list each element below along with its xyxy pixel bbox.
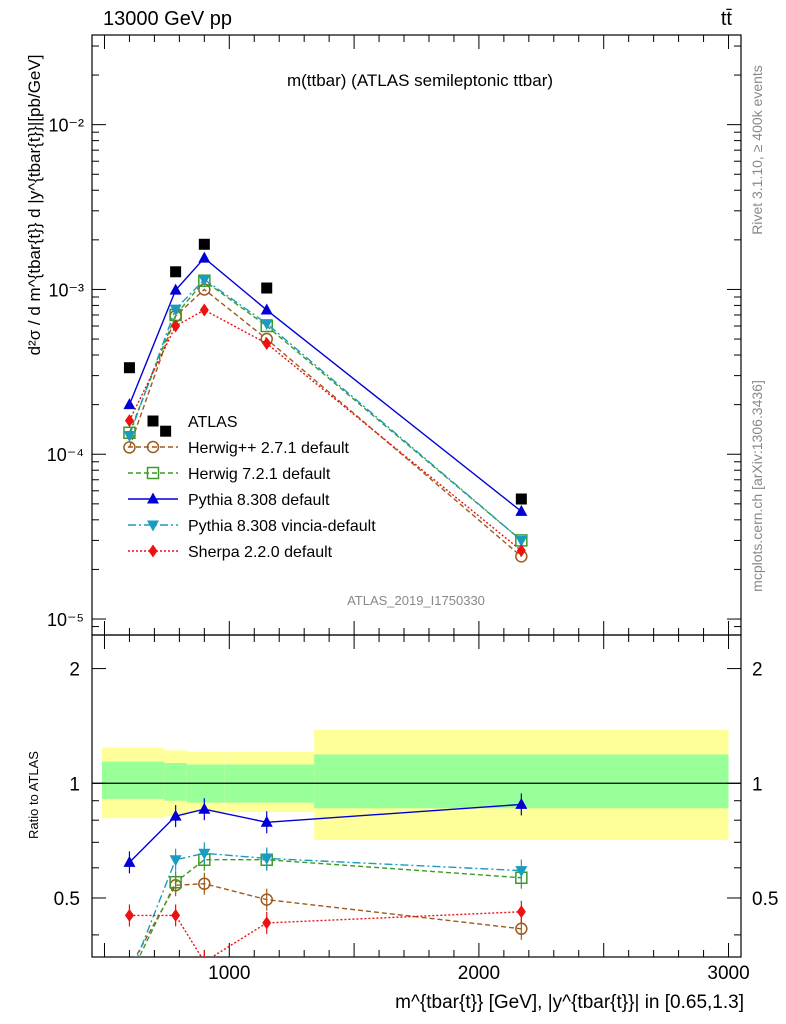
ratio-point-sherpa-2-2-0-default	[124, 908, 134, 922]
series-point-pythia-8-308-default	[123, 398, 136, 410]
x-tick-label: 2000	[458, 963, 500, 984]
legend-marker-sherpa-2-2-0-default	[148, 544, 158, 558]
series-point-pythia-8-308-default	[198, 251, 211, 263]
tick-labels: 1000 2000 3000 10⁻⁵ 10⁻⁴ 10⁻³ 10⁻² 0.5 0.5 1 1 2 2	[47, 116, 779, 984]
ratio-point-pythia-8-308-default	[198, 802, 211, 814]
series-point-pythia-8-308-vincia-default	[515, 535, 528, 547]
ratio-point-pythia-8-308-default	[123, 855, 136, 867]
series-point-pythia-8-308-default	[260, 303, 273, 315]
ratio-y-tick-label: 0.5	[54, 889, 80, 910]
main-y-tick-label: 10⁻²	[48, 116, 84, 136]
ratio-point-pythia-8-308-default	[515, 797, 528, 809]
ratio-point-pythia-8-308-default	[260, 815, 273, 827]
ratio-point-herwig-7-2-1-default	[124, 972, 135, 983]
legend-label-pythia-8-308-default: Pythia 8.308 default	[188, 492, 330, 509]
ratio-point-pythia-8-308-vincia-default	[169, 855, 182, 867]
main-y-axis-label: d²σ / d m^{tbar{t}} d |y^{tbar{t}}|[pb/G…	[25, 55, 44, 356]
ratio-point-pythia-8-308-vincia-default	[198, 848, 211, 860]
ratio-y-tick-label-right: 0.5	[752, 889, 778, 910]
data-point	[261, 282, 273, 294]
analysis-id: ATLAS_2019_I1750330	[347, 593, 485, 608]
series-point-pythia-8-308-vincia-default	[169, 304, 182, 316]
series-point-pythia-8-308-default	[515, 504, 528, 516]
legend-marker-atlas	[147, 415, 159, 427]
series-point-pythia-8-308-default	[169, 283, 182, 295]
series-point-sherpa-2-2-0-default	[171, 319, 181, 333]
ratio-point-sherpa-2-2-0-default	[262, 916, 272, 930]
plot-title: m(ttbar) (ATLAS semileptonic ttbar)	[287, 71, 553, 90]
data-point	[515, 493, 527, 505]
main-y-tick-label: 10⁻³	[48, 280, 84, 300]
legend-marker-pythia-8-308-vincia-default	[147, 520, 159, 532]
ratio-y-tick-label: 2	[69, 660, 80, 681]
ratio-point-sherpa-2-2-0-default	[171, 908, 181, 922]
ratio-band-inner	[101, 761, 165, 799]
ratio-point-pythia-8-308-vincia-default	[515, 866, 528, 878]
series-point-sherpa-2-2-0-default	[199, 303, 209, 317]
ratio-panel-frame	[91, 634, 742, 958]
data-point	[170, 266, 182, 278]
ratio-y-tick-label-right: 1	[752, 774, 763, 795]
legend-label-sherpa-2-2-0-default: Sherpa 2.2.0 default	[188, 544, 333, 561]
legend-marker-herwig-2-7-1-default	[146, 440, 160, 454]
axis-ticks	[92, 35, 741, 957]
ratio-uncertainty-bands	[92, 729, 741, 840]
ratio-point-pythia-8-308-vincia-default	[123, 973, 135, 984]
data-point	[160, 425, 172, 437]
ratio-y-axis-label: Ratio to ATLAS	[26, 751, 41, 839]
ratio-point-herwig-2-7-1-default	[198, 877, 211, 890]
ratio-point-herwig-2-7-1-default	[515, 922, 528, 936]
x-tick-label: 1000	[208, 963, 250, 984]
ratio-series-sherpa-2-2-0-default	[124, 900, 526, 957]
ratio-point-herwig-2-7-1-default	[124, 963, 135, 974]
ratio-point-pythia-8-308-default	[169, 809, 182, 821]
ratio-y-tick-label-right: 2	[752, 660, 763, 681]
ratio-point-pythia-8-308-vincia-default	[260, 853, 273, 865]
data-point	[123, 362, 135, 374]
main-y-tick-label: 10⁻⁵	[47, 610, 84, 630]
series-point-sherpa-2-2-0-default	[516, 544, 526, 558]
data-point	[198, 238, 210, 250]
ratio-point-sherpa-2-2-0-default	[203, 955, 206, 957]
legend: ATLAS Herwig++ 2.7.1 default Herwig 7.2.1 …	[128, 414, 376, 561]
ratio-y-tick-label: 1	[69, 774, 80, 795]
ratio-series-pythia-8-308-vincia-default	[123, 842, 528, 984]
ratio-line-herwig-2-7-1-default	[134, 883, 522, 957]
legend-label-herwig-7-2-1-default: Herwig 7.2.1 default	[188, 466, 331, 483]
ratio-series-pythia-8-308-default	[123, 793, 528, 874]
series-point-sherpa-2-2-0-default	[262, 336, 272, 350]
series-point-pythia-8-308-vincia-default	[198, 274, 211, 286]
ratio-series-layer	[123, 793, 528, 984]
series-point-sherpa-2-2-0-default	[124, 414, 134, 428]
ratio-point-herwig-7-2-1-default	[169, 875, 182, 889]
legend-marker-pythia-8-308-default	[147, 492, 159, 504]
legend-marker-herwig-7-2-1-default	[146, 466, 160, 480]
energy-label: 13000 GeV pp	[103, 8, 232, 30]
x-tick-label: 3000	[707, 963, 749, 984]
ratio-band-inner	[164, 763, 187, 801]
series-point-pythia-8-308-vincia-default	[123, 430, 136, 442]
x-axis-label: m^{tbar{t}} [GeV], |y^{tbar{t}}| in [0.6…	[395, 992, 744, 1013]
main-series-layer	[123, 238, 528, 563]
main-y-tick-label: 10⁻⁴	[47, 445, 84, 465]
series-point-pythia-8-308-vincia-default	[260, 319, 273, 331]
ratio-line-herwig-7-2-1-default	[138, 859, 522, 957]
process-label: tt̄	[721, 8, 733, 30]
ratio-point-sherpa-2-2-0-default	[516, 905, 526, 919]
rivet-label: Rivet 3.1.10, ≥ 400k events	[749, 65, 765, 235]
legend-label-atlas: ATLAS	[188, 414, 238, 431]
series-line-herwig-2-7-1-default	[128, 288, 522, 557]
legend-label-herwig-2-7-1-default: Herwig++ 2.7.1 default	[188, 440, 350, 457]
legend-label-pythia-8-308-vincia-default: Pythia 8.308 vincia-default	[188, 518, 376, 535]
series-line-pythia-8-308-vincia-default	[128, 278, 522, 541]
mcplots-label: mcplots.cern.ch [arXiv:1306.3436]	[749, 380, 765, 592]
ratio-point-herwig-2-7-1-default	[260, 893, 273, 906]
ratio-line-sherpa-2-2-0-default	[129, 911, 522, 957]
